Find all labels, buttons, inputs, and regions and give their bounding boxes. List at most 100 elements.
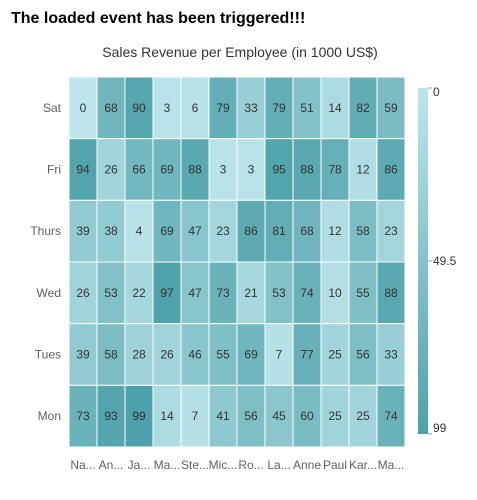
cell-value-label: 69 <box>160 163 174 177</box>
heatmap-cell[interactable] <box>124 323 154 386</box>
cell-value-label: 56 <box>244 409 258 423</box>
heatmap-cell[interactable] <box>348 384 378 448</box>
cell-value-label: 90 <box>132 101 146 115</box>
cell-value-label: 73 <box>76 409 90 423</box>
cell-value-label: 68 <box>300 224 314 238</box>
loaded-event-message: The loaded event has been triggered!!! <box>11 10 306 27</box>
heatmap-cell[interactable] <box>264 199 294 263</box>
cell-value-label: 68 <box>104 101 118 115</box>
heatmap-cell[interactable] <box>236 138 266 201</box>
cell-value-label: 88 <box>384 286 398 300</box>
heatmap-cell[interactable] <box>208 323 238 386</box>
cell-value-label: 86 <box>244 224 258 238</box>
heatmap-cell[interactable] <box>68 261 98 325</box>
cell-value-label: 58 <box>356 224 370 238</box>
y-axis-label: Tues <box>35 348 61 362</box>
heatmap-cell[interactable] <box>376 384 406 448</box>
heatmap-cell[interactable] <box>124 261 154 325</box>
heatmap-cell[interactable] <box>292 384 322 448</box>
cell-value-label: 82 <box>356 101 370 115</box>
heatmap-cell[interactable] <box>376 261 406 325</box>
heatmap-cell[interactable] <box>208 384 238 448</box>
heatmap-cell[interactable] <box>208 261 238 325</box>
heatmap-cell[interactable] <box>264 76 294 140</box>
heatmap-cell[interactable] <box>264 261 294 325</box>
heatmap-cell[interactable] <box>208 138 238 201</box>
heatmap-cell[interactable] <box>292 76 322 140</box>
cell-value-label: 26 <box>160 348 174 362</box>
cell-value-label: 74 <box>300 286 314 300</box>
heatmap-cell[interactable] <box>96 384 126 448</box>
heatmap-cell[interactable] <box>236 76 266 140</box>
cell-value-label: 22 <box>132 286 146 300</box>
legend-label: 49.5 <box>433 254 457 268</box>
heatmap-cell[interactable] <box>236 323 266 386</box>
cell-value-label: 23 <box>384 224 398 238</box>
cell-value-label: 81 <box>272 224 286 238</box>
heatmap-cell[interactable] <box>68 138 98 201</box>
x-axis-label: Anne <box>293 458 321 472</box>
heatmap-cell[interactable] <box>152 384 182 448</box>
cell-value-label: 7 <box>276 348 283 362</box>
heatmap-cell[interactable] <box>348 76 378 140</box>
cell-value-label: 46 <box>188 348 202 362</box>
cell-value-label: 79 <box>216 101 230 115</box>
heatmap-cell[interactable] <box>180 261 210 325</box>
cell-value-label: 51 <box>300 101 314 115</box>
heatmap-cell[interactable] <box>96 323 126 386</box>
x-axis-label: Mic... <box>209 458 238 472</box>
x-axis-label: Na... <box>70 458 95 472</box>
heatmap-cell[interactable] <box>348 323 378 386</box>
heatmap-cell[interactable] <box>180 323 210 386</box>
heatmap-cell[interactable] <box>96 138 126 201</box>
heatmap-cell[interactable] <box>320 261 350 325</box>
cell-value-label: 47 <box>188 286 202 300</box>
cell-value-label: 93 <box>104 409 118 423</box>
heatmap-cell[interactable] <box>236 261 266 325</box>
cell-value-label: 39 <box>76 224 90 238</box>
y-axis-label: Thurs <box>30 224 61 238</box>
y-axis-label: Mon <box>38 409 61 423</box>
cell-value-label: 53 <box>104 286 118 300</box>
x-axis-label: Ste... <box>181 458 209 472</box>
heatmap-cell[interactable] <box>236 199 266 263</box>
cell-value-label: 21 <box>244 286 258 300</box>
heatmap-cell[interactable] <box>264 384 294 448</box>
heatmap-cell[interactable] <box>320 199 350 263</box>
cell-value-label: 3 <box>248 163 255 177</box>
cell-value-label: 53 <box>272 286 286 300</box>
heatmap-cell[interactable] <box>124 138 154 201</box>
heatmap-cell[interactable] <box>376 138 406 201</box>
heatmap-cell[interactable] <box>68 199 98 263</box>
cell-value-label: 94 <box>76 163 90 177</box>
cell-value-label: 10 <box>328 286 342 300</box>
cell-value-label: 88 <box>300 163 314 177</box>
cell-value-label: 25 <box>356 409 370 423</box>
heatmap-cell[interactable] <box>152 323 182 386</box>
cell-value-label: 58 <box>104 348 118 362</box>
legend-gradient-bar <box>418 88 428 434</box>
heatmap-cell[interactable] <box>376 199 406 263</box>
heatmap-cell[interactable] <box>236 384 266 448</box>
x-axis-label: Ja... <box>128 458 151 472</box>
cell-value-label: 26 <box>104 163 118 177</box>
chart-title: Sales Revenue per Employee (in 1000 US$) <box>102 44 378 60</box>
heatmap-cell[interactable] <box>292 199 322 263</box>
heatmap-cell[interactable] <box>124 384 154 448</box>
x-axis-label: An... <box>99 458 124 472</box>
cell-value-label: 59 <box>384 101 398 115</box>
cell-value-label: 55 <box>356 286 370 300</box>
x-axis-label: La... <box>267 458 290 472</box>
heatmap-cell[interactable] <box>180 199 210 263</box>
cell-value-label: 33 <box>244 101 258 115</box>
y-axis-label: Fri <box>47 163 61 177</box>
heatmap-cell[interactable] <box>124 199 154 263</box>
heatmap-cell[interactable] <box>208 76 238 140</box>
heatmap-cell[interactable] <box>152 199 182 263</box>
cell-value-label: 78 <box>328 163 342 177</box>
cell-value-label: 95 <box>272 163 286 177</box>
heatmap-cell[interactable] <box>376 323 406 386</box>
heatmap-cell[interactable] <box>264 323 294 386</box>
heatmap-cell[interactable] <box>96 261 126 325</box>
